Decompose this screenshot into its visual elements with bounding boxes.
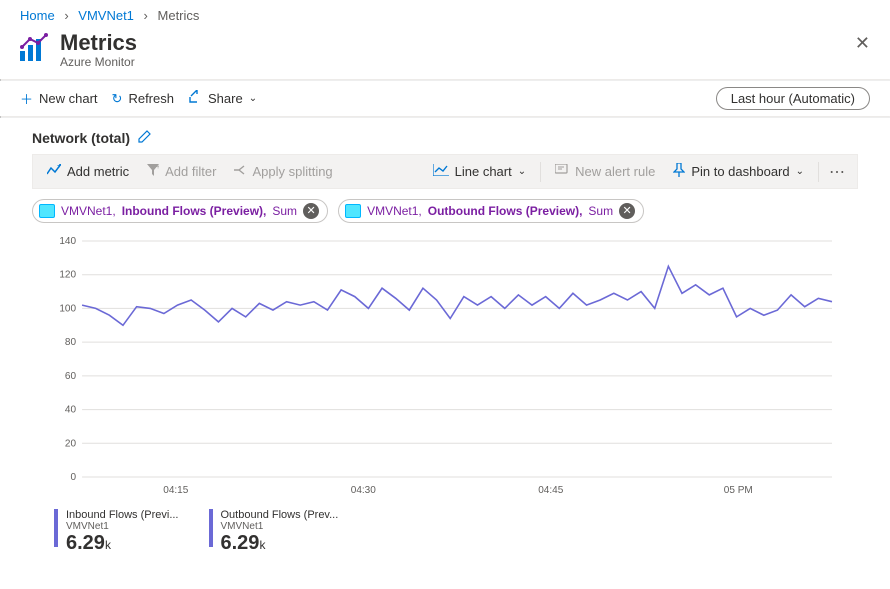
apply-splitting-button[interactable]: Apply splitting — [228, 160, 338, 183]
share-label: Share — [208, 91, 243, 106]
metric-pills-row: VMVNet1, Inbound Flows (Preview), Sum✕VM… — [0, 189, 890, 227]
legend-series-name: Inbound Flows (Previ... — [66, 509, 179, 521]
legend-resource: VMVNet1 — [221, 521, 339, 532]
metric-pill[interactable]: VMVNet1, Inbound Flows (Preview), Sum ✕ — [32, 199, 328, 223]
svg-text:04:45: 04:45 — [538, 485, 563, 496]
legend-swatch — [54, 509, 58, 547]
svg-text:04:30: 04:30 — [351, 485, 376, 496]
separator — [818, 162, 819, 182]
chevron-right-icon: › — [64, 8, 68, 23]
new-alert-button[interactable]: New alert rule — [549, 160, 661, 183]
breadcrumb: Home › VMVNet1 › Metrics — [0, 0, 890, 27]
pin-icon — [673, 163, 685, 180]
plus-icon: ＋ — [20, 89, 33, 108]
filter-icon: + — [147, 164, 159, 179]
breadcrumb-current: Metrics — [158, 8, 200, 23]
apply-splitting-label: Apply splitting — [252, 164, 332, 179]
new-chart-button[interactable]: ＋ New chart — [20, 89, 98, 108]
pill-metric: Inbound Flows (Preview), — [122, 204, 267, 218]
svg-text:140: 140 — [59, 236, 76, 247]
legend-item[interactable]: Outbound Flows (Prev...VMVNet16.29k — [209, 509, 339, 555]
close-icon[interactable]: ✕ — [855, 33, 870, 54]
refresh-label: Refresh — [128, 91, 174, 106]
breadcrumb-resource[interactable]: VMVNet1 — [78, 8, 134, 23]
chart-type-button[interactable]: Line chart ⌄ — [427, 160, 532, 183]
legend-resource: VMVNet1 — [66, 521, 179, 532]
svg-text:0: 0 — [70, 472, 76, 483]
chart-title: Network (total) — [32, 130, 130, 146]
page-title: Metrics — [60, 31, 137, 55]
line-chart-icon — [433, 164, 449, 179]
alert-icon — [555, 164, 569, 179]
svg-text:100: 100 — [59, 304, 76, 315]
chevron-down-icon: ⌄ — [518, 166, 526, 177]
time-range-button[interactable]: Last hour (Automatic) — [716, 87, 870, 110]
share-icon — [188, 90, 202, 107]
svg-text:60: 60 — [65, 371, 77, 382]
split-icon — [234, 164, 246, 179]
line-chart: 0 20 40 60 80 100 120 140 04:15 04:30 04:45 05 PM — [54, 237, 836, 497]
svg-text:40: 40 — [65, 405, 77, 416]
page-subtitle: Azure Monitor — [60, 55, 137, 69]
legend-row: Inbound Flows (Previ...VMVNet16.29kOutbo… — [0, 501, 890, 575]
legend-value: 6.29k — [66, 532, 179, 555]
pill-resource: VMVNet1, — [61, 204, 116, 218]
legend-item[interactable]: Inbound Flows (Previ...VMVNet16.29k — [54, 509, 179, 555]
pill-metric: Outbound Flows (Preview), — [428, 204, 583, 218]
refresh-button[interactable]: ↻ Refresh — [112, 91, 174, 107]
share-button[interactable]: Share ⌄ — [188, 90, 257, 107]
new-chart-label: New chart — [39, 91, 98, 106]
chevron-down-icon: ⌄ — [796, 166, 804, 177]
page-header: Metrics Azure Monitor ✕ — [0, 27, 890, 79]
pill-agg: Sum — [588, 204, 613, 218]
chart-toolbar: + Add metric + Add filter Apply splittin… — [32, 154, 858, 189]
more-icon[interactable]: ⋯ — [827, 162, 849, 182]
add-filter-label: Add filter — [165, 164, 216, 179]
add-filter-button[interactable]: + Add filter — [141, 160, 222, 183]
chart-title-row: Network (total) — [0, 118, 890, 154]
svg-text:+: + — [156, 164, 159, 171]
resource-icon — [39, 204, 55, 218]
chart-type-label: Line chart — [455, 164, 512, 179]
command-bar: ＋ New chart ↻ Refresh Share ⌄ Last hour … — [0, 81, 890, 116]
svg-text:05 PM: 05 PM — [724, 485, 753, 496]
refresh-icon: ↻ — [112, 91, 123, 107]
pin-label: Pin to dashboard — [691, 164, 789, 179]
separator — [540, 162, 541, 182]
chevron-down-icon: ⌄ — [249, 93, 257, 104]
legend-swatch — [209, 509, 213, 547]
metric-pill[interactable]: VMVNet1, Outbound Flows (Preview), Sum ✕ — [338, 199, 644, 223]
add-metric-button[interactable]: + Add metric — [41, 160, 135, 183]
add-metric-icon: + — [47, 164, 61, 179]
chart-area: 0 20 40 60 80 100 120 140 04:15 04:30 04:45 05 PM — [0, 227, 890, 501]
remove-pill-icon[interactable]: ✕ — [619, 203, 635, 219]
pill-agg: Sum — [272, 204, 297, 218]
add-metric-label: Add metric — [67, 164, 129, 179]
resource-icon — [345, 204, 361, 218]
svg-text:04:15: 04:15 — [163, 485, 188, 496]
pill-resource: VMVNet1, — [367, 204, 422, 218]
svg-text:80: 80 — [65, 337, 77, 348]
legend-series-name: Outbound Flows (Prev... — [221, 509, 339, 521]
metrics-icon — [20, 33, 50, 64]
new-alert-label: New alert rule — [575, 164, 655, 179]
chevron-right-icon: › — [144, 8, 148, 23]
legend-value: 6.29k — [221, 532, 339, 555]
remove-pill-icon[interactable]: ✕ — [303, 203, 319, 219]
pin-dashboard-button[interactable]: Pin to dashboard ⌄ — [667, 159, 810, 184]
breadcrumb-home[interactable]: Home — [20, 8, 55, 23]
svg-text:120: 120 — [59, 270, 76, 281]
pencil-icon[interactable] — [138, 130, 151, 146]
svg-text:+: + — [57, 164, 61, 170]
svg-text:20: 20 — [65, 438, 77, 449]
